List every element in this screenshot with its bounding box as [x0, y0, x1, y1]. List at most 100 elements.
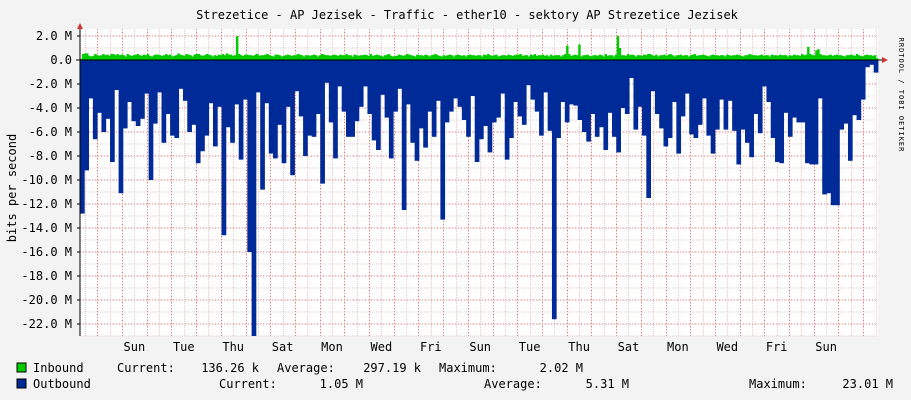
x-tick-label: Sat [618, 340, 640, 354]
inbound-bar [193, 54, 196, 60]
inbound-bar [474, 55, 478, 60]
inbound-bar [252, 55, 255, 60]
inbound-bar [604, 54, 607, 60]
outbound-bar [335, 60, 338, 159]
outbound-current-value: 1.05 M [320, 377, 363, 391]
outbound-bar [612, 60, 615, 137]
inbound-bar [237, 54, 241, 60]
outbound-bar [661, 60, 664, 129]
inbound-bar [175, 55, 178, 60]
inbound-bar [213, 55, 217, 60]
outbound-bar [223, 60, 227, 236]
inbound-bar [778, 54, 782, 60]
inbound-bar [126, 54, 130, 60]
outbound-bar [245, 60, 248, 100]
inbound-bar [110, 54, 113, 60]
inbound-bar [647, 54, 650, 60]
outbound-bar [646, 60, 649, 198]
outbound-bar [376, 60, 379, 150]
outbound-bar [367, 60, 370, 114]
outbound-bar [843, 60, 847, 124]
outbound-bar [794, 60, 797, 118]
outbound-bar [399, 60, 403, 89]
inbound-bar [780, 55, 784, 60]
outbound-bar [657, 60, 660, 114]
inbound-bar [527, 56, 531, 60]
inbound-bar [165, 54, 168, 60]
outbound-bar [178, 60, 182, 89]
inbound-bar [404, 55, 407, 60]
inbound-bar [221, 54, 225, 60]
outbound-bar [695, 60, 699, 138]
outbound-bar [195, 60, 199, 164]
outbound-bar [318, 60, 321, 114]
inbound-bar [799, 55, 802, 60]
outbound-bar [275, 60, 278, 159]
inbound-bar [98, 55, 101, 60]
outbound-bar [206, 60, 210, 136]
inbound-bar [233, 55, 237, 60]
outbound-bar [760, 60, 763, 134]
inbound-bar [393, 55, 397, 60]
inbound-bar [519, 54, 522, 60]
x-tick-label: Wed [371, 340, 393, 354]
outbound-bar [468, 60, 471, 137]
outbound-bar [82, 60, 85, 214]
inbound-bar [521, 55, 524, 60]
inbound-bar [369, 54, 373, 60]
inbound-bar [96, 55, 99, 60]
inbound-bar [624, 55, 628, 60]
inbound-bar [408, 54, 411, 60]
outbound-bar [601, 60, 604, 128]
outbound-bar [393, 60, 396, 112]
outbound-bar [294, 60, 298, 92]
inbound-bar [663, 54, 666, 60]
inbound-bar [428, 56, 431, 60]
inbound-bar [373, 55, 377, 60]
inbound-bar [703, 55, 707, 60]
outbound-bar [627, 60, 630, 114]
inbound-bar [523, 55, 526, 60]
inbound-bar [681, 55, 684, 60]
inbound-bar [347, 55, 350, 60]
inbound-bar [310, 55, 314, 60]
outbound-bar [487, 60, 491, 153]
inbound-bar [171, 56, 174, 60]
outbound-bar [208, 60, 212, 104]
outbound-bar [648, 60, 652, 198]
outbound-bar [714, 60, 718, 130]
outbound-bar [614, 60, 617, 137]
outbound-bar [433, 60, 437, 137]
inbound-bar [357, 55, 360, 60]
outbound-bar [725, 60, 729, 130]
outbound-bar [826, 60, 830, 194]
outbound-bar [571, 60, 574, 105]
outbound-bar [170, 60, 173, 136]
outbound-bar [378, 60, 381, 150]
inbound-bar [776, 55, 780, 60]
inbound-bar [248, 55, 251, 60]
inbound-bar [784, 55, 788, 60]
inbound-bar [809, 54, 812, 60]
outbound-bar [599, 60, 602, 128]
outbound-bar [197, 60, 201, 164]
y-tick-label: -18.0 M [21, 269, 72, 283]
inbound-bar [472, 55, 476, 60]
inbound-bar [713, 55, 717, 60]
inbound-bar [732, 55, 735, 60]
inbound-bar [653, 55, 656, 60]
inbound-bar [430, 55, 433, 60]
inbound-bar [614, 54, 618, 60]
inbound-bar [606, 55, 610, 60]
outbound-bar [313, 60, 317, 137]
inbound-bar [649, 54, 652, 60]
inbound-bar [487, 54, 490, 60]
inbound-bar [209, 55, 213, 60]
inbound-bar [701, 54, 705, 60]
outbound-bar [326, 60, 330, 83]
inbound-bar [130, 55, 134, 60]
inbound-bar [124, 56, 127, 60]
outbound-bar [273, 60, 276, 159]
inbound-bar [481, 56, 484, 60]
inbound-bar [768, 56, 772, 60]
